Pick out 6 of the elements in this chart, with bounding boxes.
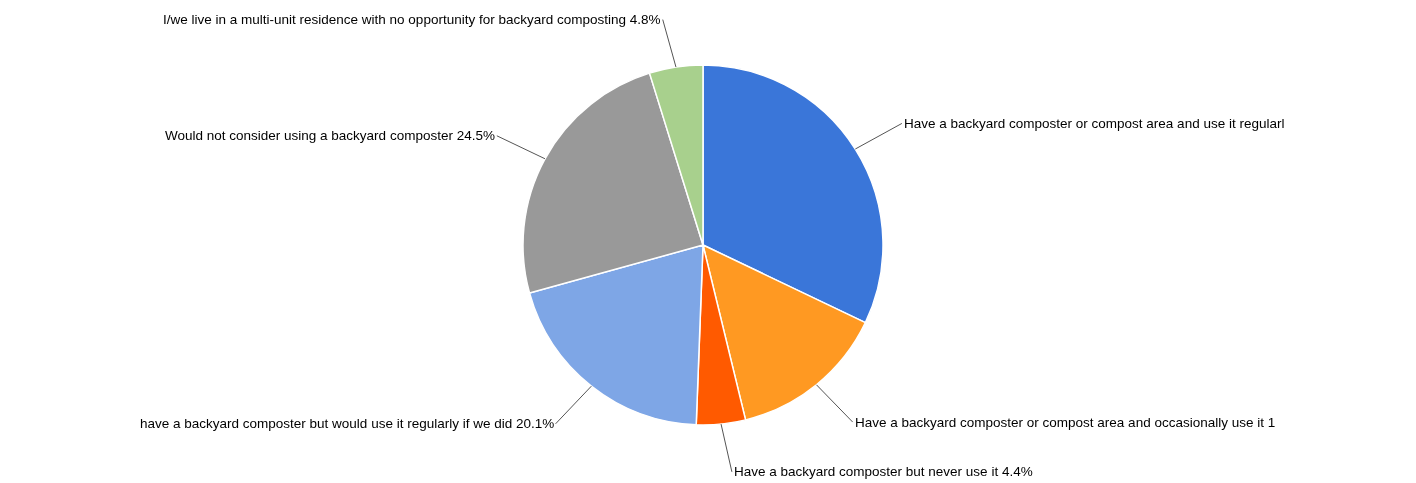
slice-label: have a backyard composter but would use it regularly if we did 20.1% bbox=[140, 416, 555, 431]
slice-label: Have a backyard composter or compost area and occasionally use it 1 bbox=[855, 415, 1276, 430]
slice-label: I/we live in a multi-unit residence with no opportunity for backyard composting 4.8% bbox=[163, 12, 661, 27]
slice-label: Have a backyard composter but never use it 4.4% bbox=[734, 464, 1033, 479]
slice-label: Would not consider using a backyard composter 24.5% bbox=[165, 128, 495, 143]
slice-label: Have a backyard composter or compost area and use it regularl bbox=[904, 116, 1285, 131]
